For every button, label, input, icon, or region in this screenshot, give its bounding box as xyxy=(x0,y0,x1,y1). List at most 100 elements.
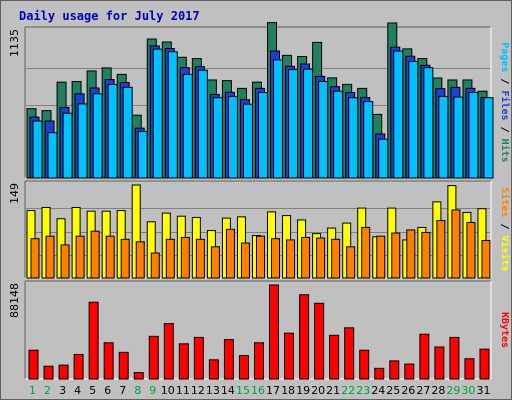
bar-kbytes-day-4 xyxy=(73,353,84,380)
bar-kbytes-day-3 xyxy=(58,364,69,380)
bar-sites-day-23 xyxy=(361,226,371,279)
x-tick-day-19: 19 xyxy=(296,384,310,397)
legend-separator: / xyxy=(499,72,510,90)
x-tick-day-5: 5 xyxy=(89,384,96,397)
bar-pages-day-13 xyxy=(212,97,223,179)
legend-visits: Visits xyxy=(499,236,511,272)
bar-sites-day-6 xyxy=(105,235,115,279)
x-tick-day-10: 10 xyxy=(161,384,175,397)
bar-sites-day-24 xyxy=(376,235,386,279)
bar-pages-day-30 xyxy=(468,92,479,179)
panel-legend: Sites / Visits xyxy=(499,187,511,271)
bar-sites-day-19 xyxy=(301,236,311,279)
bar-pages-day-14 xyxy=(227,95,238,179)
bar-pages-day-29 xyxy=(453,96,464,179)
bar-pages-day-19 xyxy=(303,68,314,179)
y-max-label: 88148 xyxy=(8,283,21,318)
bar-pages-day-16 xyxy=(257,92,268,179)
bar-kbytes-day-19 xyxy=(299,294,310,380)
bar-pages-day-5 xyxy=(92,93,103,179)
bar-sites-day-1 xyxy=(30,238,40,279)
x-tick-day-20: 20 xyxy=(311,384,325,397)
bar-kbytes-day-23 xyxy=(359,349,370,380)
bar-kbytes-day-16 xyxy=(253,342,264,380)
legend-files: Files xyxy=(499,90,511,120)
bar-sites-day-26 xyxy=(406,229,416,279)
bar-pages-day-4 xyxy=(77,103,88,179)
bar-kbytes-day-24 xyxy=(374,367,385,380)
bar-kbytes-day-13 xyxy=(208,359,219,380)
bar-sites-day-10 xyxy=(165,238,175,279)
bar-kbytes-day-30 xyxy=(464,358,475,380)
bar-pages-day-17 xyxy=(273,59,284,179)
bar-sites-day-17 xyxy=(271,238,281,279)
bar-kbytes-day-26 xyxy=(404,363,415,380)
legend-separator: / xyxy=(499,217,510,235)
bar-kbytes-day-7 xyxy=(118,351,129,380)
x-tick-day-30: 30 xyxy=(461,384,475,397)
bar-sites-day-12 xyxy=(195,238,205,279)
bar-pages-day-23 xyxy=(363,101,374,179)
bar-kbytes-day-14 xyxy=(223,339,234,380)
bar-sites-day-8 xyxy=(135,241,145,279)
bar-kbytes-day-20 xyxy=(314,302,325,380)
bar-pages-day-15 xyxy=(242,103,253,179)
bar-pages-day-22 xyxy=(348,97,359,179)
bar-sites-day-29 xyxy=(451,209,461,279)
bar-kbytes-day-2 xyxy=(43,365,54,380)
x-tick-day-18: 18 xyxy=(281,384,295,397)
y-max-label: 1135 xyxy=(8,29,21,57)
bar-kbytes-day-9 xyxy=(148,335,159,380)
x-tick-day-7: 7 xyxy=(119,384,126,397)
bar-sites-day-11 xyxy=(180,236,190,279)
panel-legend: Pages / Files / Hits xyxy=(499,42,511,162)
x-tick-day-6: 6 xyxy=(104,384,111,397)
bar-sites-day-16 xyxy=(255,235,265,279)
bar-pages-day-8 xyxy=(137,130,148,179)
bar-sites-day-27 xyxy=(421,231,431,279)
bar-kbytes-day-1 xyxy=(28,349,39,380)
legend-hits: Hits xyxy=(499,139,511,163)
x-tick-day-4: 4 xyxy=(74,384,81,397)
bar-kbytes-day-10 xyxy=(163,323,174,380)
bar-sites-day-13 xyxy=(210,246,220,279)
bar-sites-day-14 xyxy=(225,228,235,279)
bar-kbytes-day-28 xyxy=(434,346,445,380)
bar-pages-day-6 xyxy=(107,83,118,179)
legend-pages: Pages xyxy=(499,42,510,72)
x-tick-day-25: 25 xyxy=(386,384,400,397)
bar-kbytes-day-29 xyxy=(449,336,460,380)
x-tick-day-21: 21 xyxy=(326,384,340,397)
bar-pages-day-10 xyxy=(167,51,178,179)
x-tick-day-16: 16 xyxy=(251,384,265,397)
bar-kbytes-day-18 xyxy=(284,332,295,380)
bar-kbytes-day-21 xyxy=(329,334,340,380)
bar-kbytes-day-6 xyxy=(103,342,114,380)
bar-kbytes-day-27 xyxy=(419,333,430,380)
bar-kbytes-day-8 xyxy=(133,372,144,380)
bar-sites-day-4 xyxy=(75,235,85,279)
bar-pages-day-28 xyxy=(438,95,449,179)
bar-sites-day-22 xyxy=(346,246,356,279)
bar-sites-day-2 xyxy=(45,235,55,279)
x-tick-day-17: 17 xyxy=(266,384,280,397)
x-tick-day-1: 1 xyxy=(29,384,36,397)
x-tick-day-28: 28 xyxy=(431,384,445,397)
bar-sites-day-9 xyxy=(150,252,160,279)
bar-sites-day-21 xyxy=(331,238,341,279)
x-tick-day-23: 23 xyxy=(356,384,370,397)
bar-pages-day-31 xyxy=(483,97,494,179)
x-tick-day-9: 9 xyxy=(149,384,156,397)
x-tick-day-22: 22 xyxy=(341,384,355,397)
bar-sites-day-20 xyxy=(316,237,326,279)
x-tick-day-14: 14 xyxy=(221,384,235,397)
legend-sites: Sites xyxy=(499,187,511,217)
bar-kbytes-day-15 xyxy=(238,355,249,380)
bar-pages-day-18 xyxy=(288,69,299,179)
x-tick-day-24: 24 xyxy=(371,384,385,397)
bar-pages-day-12 xyxy=(197,69,208,179)
bar-kbytes-day-31 xyxy=(479,348,490,380)
x-tick-day-3: 3 xyxy=(59,384,66,397)
bar-pages-day-21 xyxy=(333,90,344,179)
